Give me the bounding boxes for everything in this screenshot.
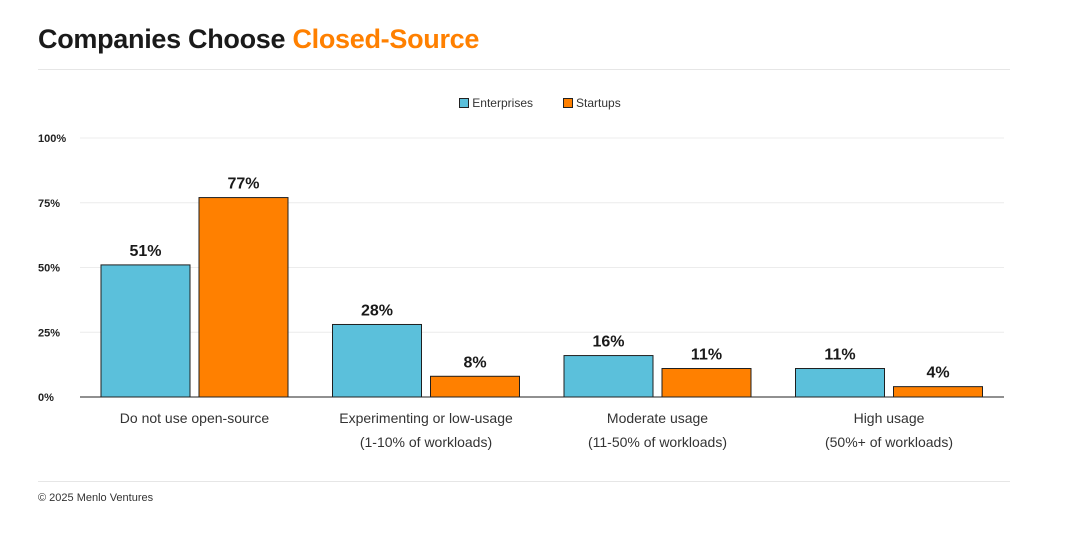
bar-enterprises [332,323,422,398]
legend-swatch-enterprises [459,98,470,108]
data-label-startups: 4% [926,365,949,382]
chart-title-highlight: Closed-Source [292,24,480,54]
data-label-enterprises: 28% [361,302,393,319]
x-tick-label: Experimenting or low-usage [339,410,513,426]
legend-label-enterprises: Enterprises [472,96,533,110]
y-tick-label: 50% [38,263,60,275]
bar-enterprises [795,368,885,398]
data-label-startups: 8% [463,354,486,371]
bar-startups [430,375,520,398]
y-tick-label: 100% [38,133,66,145]
x-tick-label: (1-10% of workloads) [360,434,492,450]
x-tick-label: (50%+ of workloads) [825,434,953,450]
chart-title-prefix: Companies Choose [38,24,286,54]
data-label-startups: 11% [691,347,722,364]
data-label-enterprises: 51% [129,243,161,260]
bar-enterprises [100,264,191,398]
legend-swatch-startups [563,98,573,108]
footer-divider [38,481,1010,482]
bar-enterprises [563,355,654,398]
header-divider [38,69,1010,70]
chart-title: Companies Choose Closed-Source [38,24,479,55]
data-label-enterprises: 11% [824,347,855,364]
copyright-footer: © 2025 Menlo Ventures [38,492,154,504]
bar-startups [198,197,289,398]
legend-item-startups: Startups [563,96,621,110]
bar-startups [893,386,983,398]
x-tick-label: Moderate usage [607,410,708,426]
legend-label-startups: Startups [576,96,621,110]
bar-startups [661,368,752,398]
x-tick-label: High usage [854,410,925,426]
y-tick-label: 75% [38,198,60,210]
data-label-startups: 77% [227,176,259,193]
data-label-enterprises: 16% [592,334,624,351]
y-tick-label: 25% [38,327,60,339]
x-tick-label: Do not use open-source [120,410,270,426]
x-tick-label: (11-50% of workloads) [588,434,727,450]
y-tick-label: 0% [38,392,54,404]
legend-item-enterprises: Enterprises [459,96,533,110]
chart-legend: Enterprises Startups [0,96,1080,110]
